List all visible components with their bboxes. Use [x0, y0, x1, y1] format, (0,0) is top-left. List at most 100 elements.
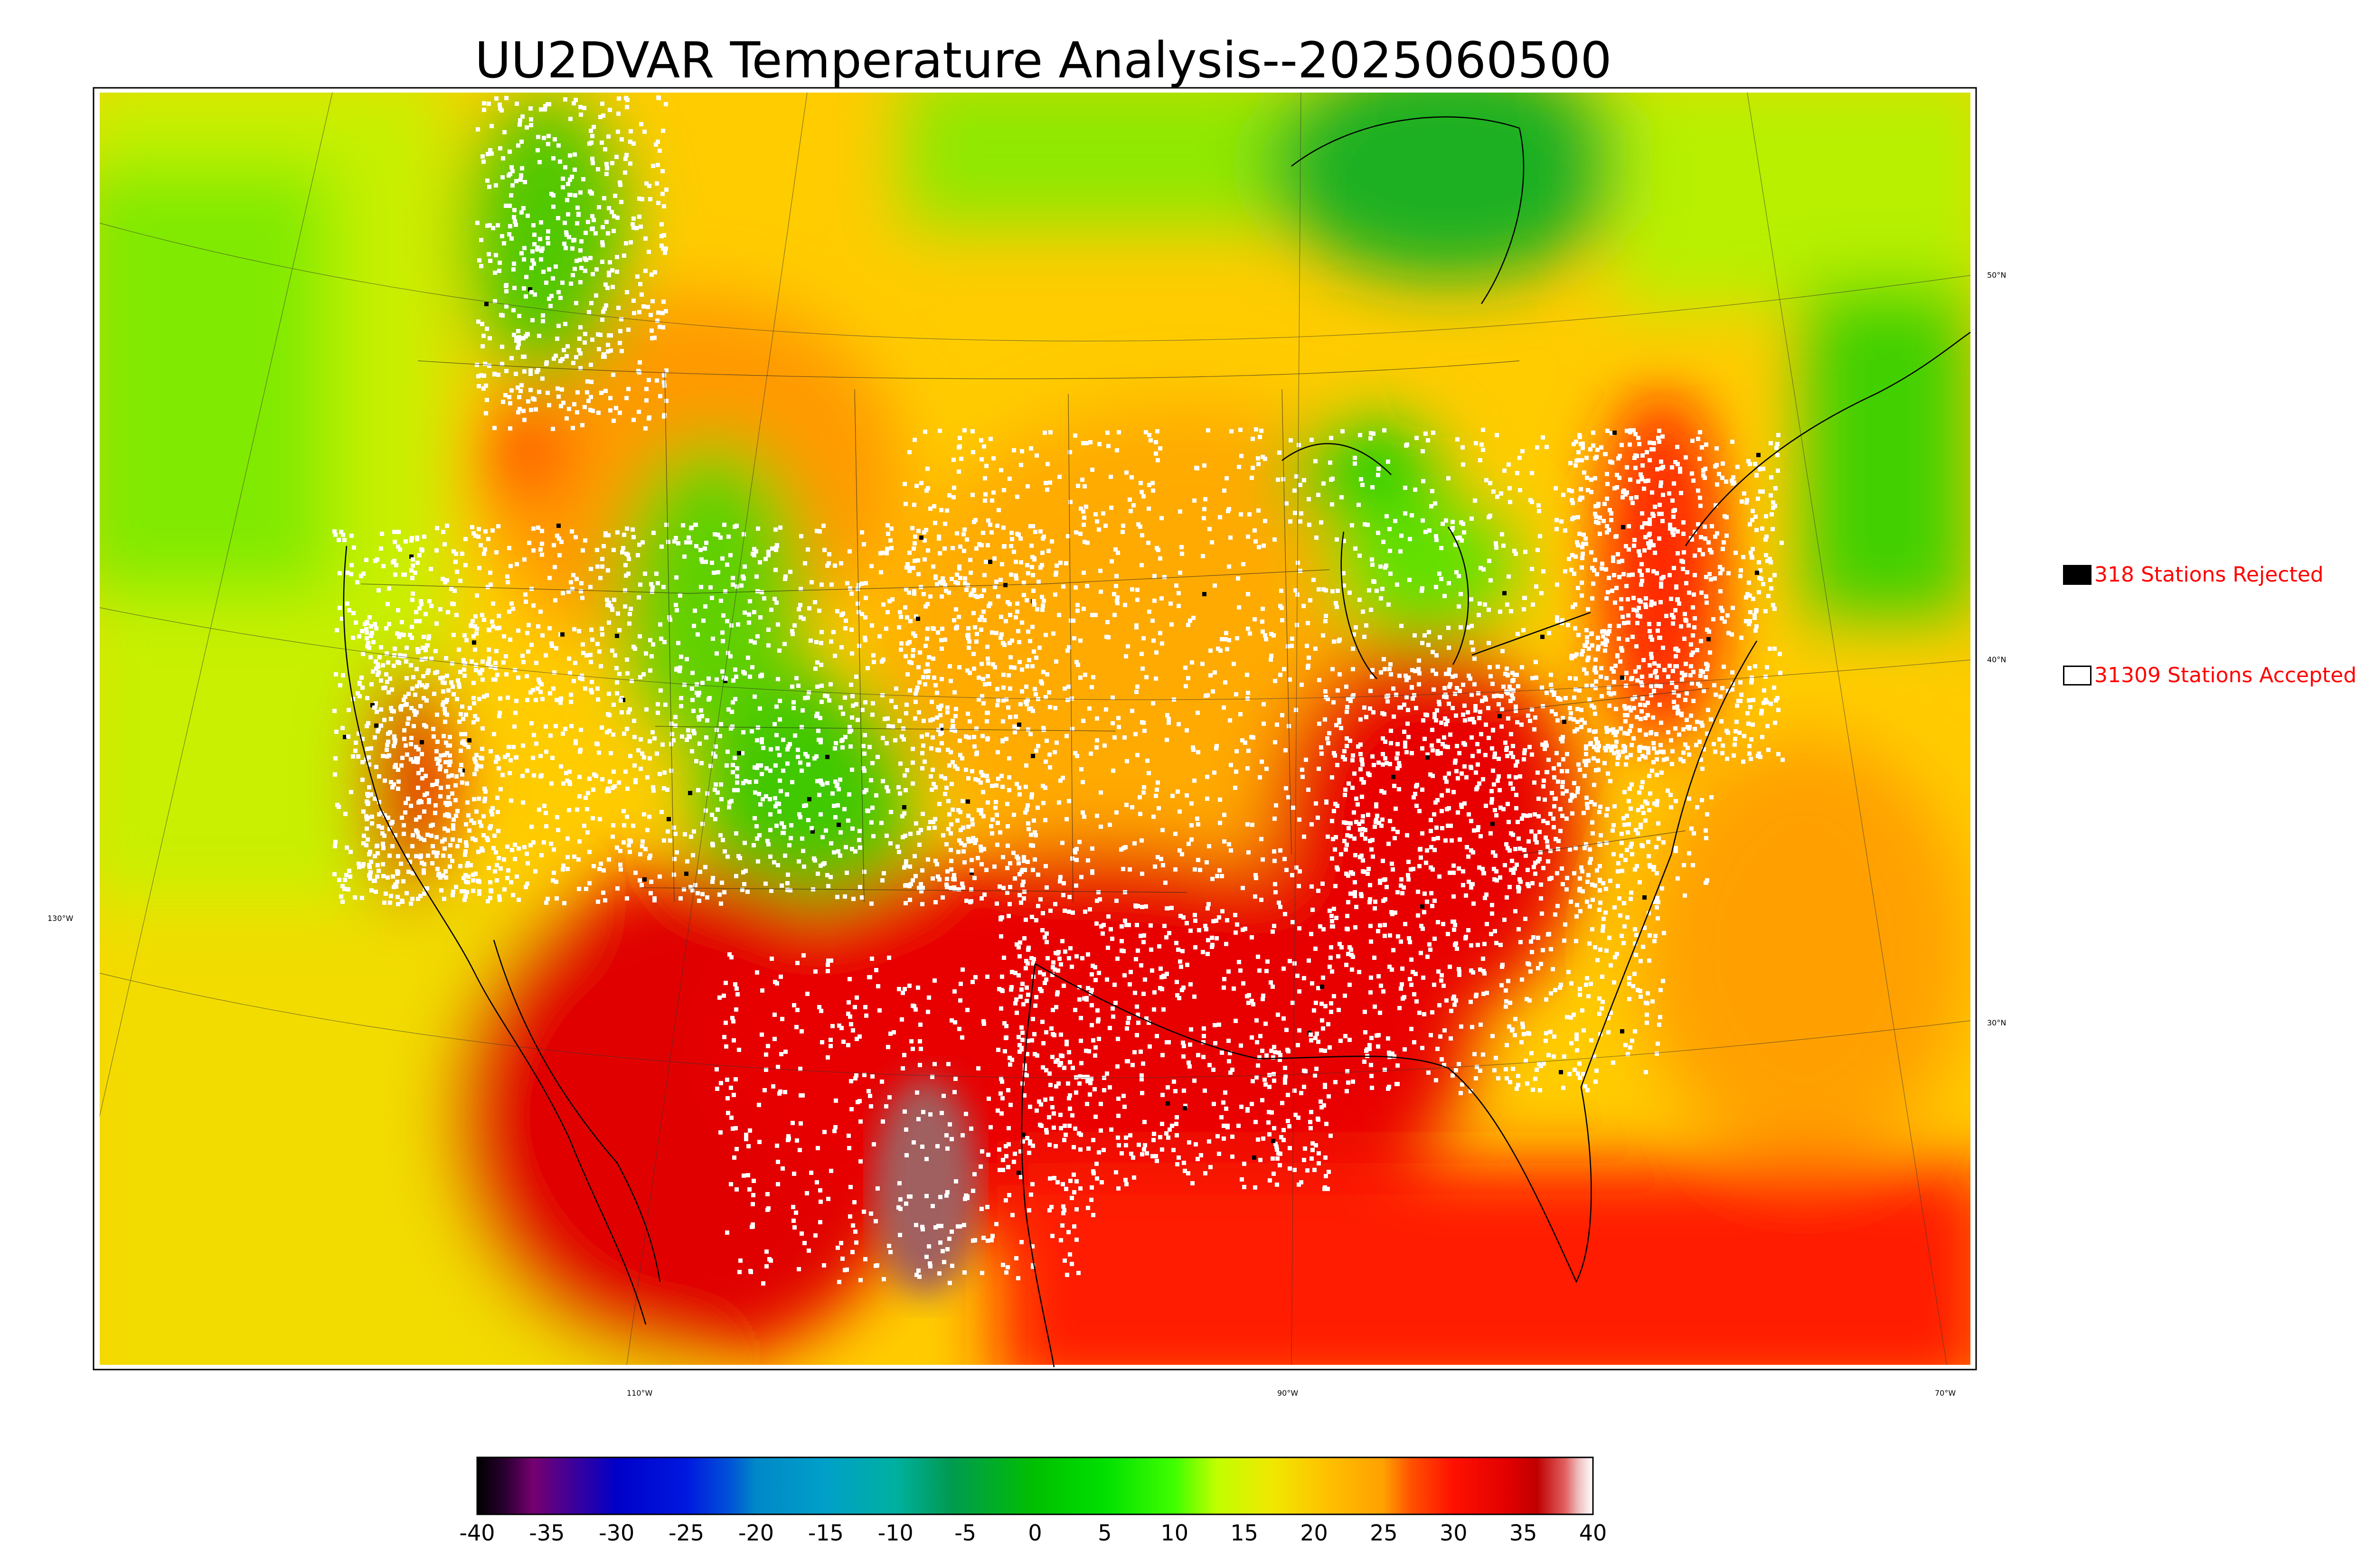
station-marker: [907, 551, 912, 555]
station-marker: [1689, 664, 1693, 668]
station-marker: [358, 681, 362, 685]
station-marker: [1630, 852, 1634, 856]
station-marker: [1442, 735, 1446, 740]
station-marker: [1576, 1071, 1580, 1076]
station-marker: [462, 876, 466, 880]
station-marker: [1397, 761, 1401, 765]
station-marker: [694, 523, 698, 527]
station-marker: [707, 697, 711, 702]
station-marker: [1645, 450, 1649, 454]
station-marker: [1267, 1132, 1272, 1136]
station-marker: [531, 840, 536, 845]
station-marker: [752, 610, 756, 614]
map-title: UU2DVAR Temperature Analysis--2025060500: [475, 31, 1612, 89]
station-marker: [676, 641, 680, 645]
station-marker: [926, 857, 930, 862]
station-marker: [863, 615, 867, 620]
station-marker: [526, 861, 530, 865]
station-marker: [1656, 1042, 1660, 1046]
station-marker: [1001, 526, 1006, 530]
station-marker: [816, 872, 820, 876]
station-marker: [1520, 817, 1524, 821]
station-marker: [1457, 574, 1461, 578]
station-marker: [976, 856, 980, 860]
station-marker: [1607, 629, 1611, 633]
station-marker: [564, 771, 568, 775]
station-marker: [1140, 872, 1144, 876]
station-marker: [981, 531, 985, 535]
station-marker: [944, 883, 949, 887]
station-marker: [1572, 781, 1576, 785]
station-marker: [1494, 813, 1498, 817]
station-marker: [1585, 880, 1590, 884]
station-marker: [933, 900, 938, 904]
station-marker: [1573, 554, 1578, 559]
station-marker: [1549, 683, 1553, 687]
station-marker: [480, 613, 484, 617]
station-marker: [449, 680, 453, 685]
station-marker: [1005, 802, 1009, 806]
station-marker: [1541, 784, 1545, 789]
station-marker: [471, 889, 475, 893]
station-marker: [1397, 764, 1402, 768]
station-marker: [792, 623, 797, 628]
station-marker: [1191, 745, 1195, 750]
station-marker: [662, 786, 666, 790]
station-marker: [502, 887, 507, 892]
station-marker: [1649, 656, 1654, 660]
station-marker: [1040, 608, 1045, 612]
station-marker: [1152, 599, 1157, 603]
station-marker: [501, 660, 506, 665]
station-marker: [1040, 595, 1044, 599]
station-marker: [966, 825, 970, 829]
station-marker: [1510, 671, 1515, 675]
station-marker: [768, 828, 772, 832]
station-marker: [898, 761, 903, 766]
station-marker: [396, 545, 400, 549]
station-marker: [680, 734, 684, 739]
station-marker: [1583, 644, 1588, 648]
station-marker: [1423, 737, 1427, 741]
station-marker: [1490, 822, 1495, 826]
station-marker: [1690, 439, 1695, 443]
station-marker: [1391, 948, 1395, 952]
station-marker: [1203, 1171, 1207, 1175]
station-marker: [1533, 1077, 1537, 1081]
station-marker: [1026, 727, 1030, 732]
station-marker: [1520, 449, 1525, 453]
station-marker: [1017, 640, 1021, 644]
station-marker: [1002, 643, 1007, 647]
station-marker: [1495, 878, 1499, 883]
station-marker: [1354, 625, 1358, 629]
station-marker: [1683, 612, 1687, 616]
station-marker: [551, 686, 556, 691]
station-marker: [1200, 662, 1205, 666]
station-marker: [1601, 634, 1605, 638]
station-marker: [1606, 590, 1610, 594]
station-marker: [1447, 702, 1451, 706]
station-marker: [1648, 663, 1652, 667]
station-marker: [845, 871, 849, 875]
station-marker: [443, 542, 447, 546]
station-marker: [1387, 965, 1392, 969]
station-marker: [1761, 582, 1765, 586]
station-marker: [982, 588, 986, 592]
station-marker: [1008, 686, 1012, 691]
station-marker: [1603, 648, 1607, 653]
station-marker: [1195, 817, 1199, 821]
station-marker: [1079, 507, 1083, 511]
station-marker: [1573, 602, 1577, 607]
station-marker: [1594, 737, 1598, 741]
station-marker: [800, 725, 804, 729]
station-marker: [1646, 746, 1650, 751]
station-marker: [1185, 793, 1189, 798]
station-marker: [1040, 681, 1044, 685]
station-marker: [1507, 848, 1512, 853]
station-marker: [1747, 698, 1751, 703]
station-marker: [1765, 700, 1769, 704]
station-marker: [843, 894, 847, 899]
station-marker: [1386, 842, 1391, 846]
station-marker: [1746, 722, 1751, 726]
station-marker: [533, 869, 537, 873]
station-marker: [1339, 852, 1343, 856]
